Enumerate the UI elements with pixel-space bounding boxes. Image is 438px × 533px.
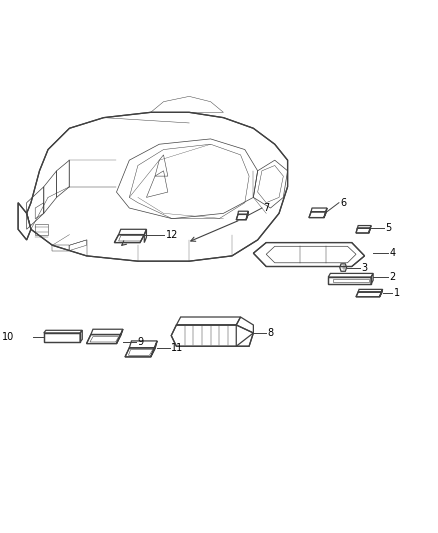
Text: 12: 12 xyxy=(166,230,178,240)
Text: 9: 9 xyxy=(137,337,143,347)
Polygon shape xyxy=(356,228,370,233)
Text: 1: 1 xyxy=(394,288,400,298)
Text: 4: 4 xyxy=(389,248,396,258)
Text: 8: 8 xyxy=(268,328,274,338)
Polygon shape xyxy=(309,212,326,217)
Polygon shape xyxy=(253,243,364,266)
Polygon shape xyxy=(236,214,248,220)
Text: 10: 10 xyxy=(2,332,14,342)
Polygon shape xyxy=(328,277,371,284)
Polygon shape xyxy=(27,112,288,261)
Polygon shape xyxy=(18,203,31,240)
Polygon shape xyxy=(44,333,80,342)
Text: 7: 7 xyxy=(263,203,269,213)
Polygon shape xyxy=(171,325,253,346)
Text: 5: 5 xyxy=(385,223,392,233)
Polygon shape xyxy=(114,235,144,243)
Text: 3: 3 xyxy=(362,263,368,272)
Text: 2: 2 xyxy=(389,272,396,282)
Polygon shape xyxy=(125,348,155,357)
Text: 6: 6 xyxy=(340,198,346,208)
Polygon shape xyxy=(356,292,381,297)
Polygon shape xyxy=(87,335,121,344)
Text: 11: 11 xyxy=(171,343,184,353)
